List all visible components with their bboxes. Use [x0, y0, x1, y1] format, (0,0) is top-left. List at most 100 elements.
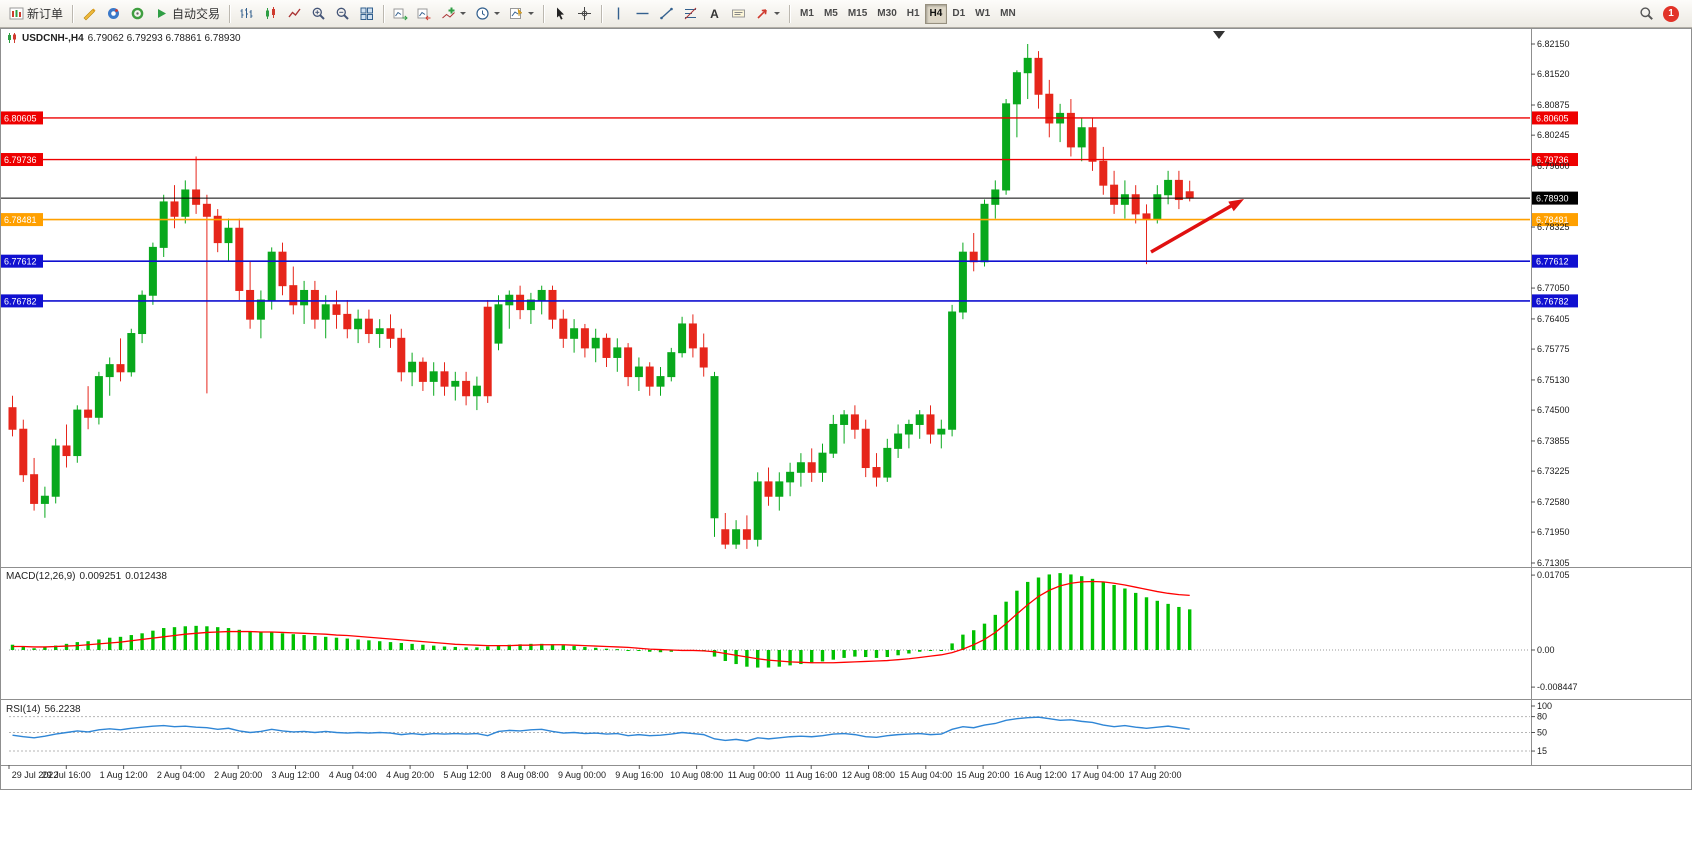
cursor-button[interactable] — [549, 3, 572, 25]
timeframe-button-M15[interactable]: M15 — [843, 4, 872, 24]
svg-text:11 Aug 16:00: 11 Aug 16:00 — [785, 770, 837, 780]
svg-text:4 Aug 20:00: 4 Aug 20:00 — [386, 770, 434, 780]
svg-text:12 Aug 08:00: 12 Aug 08:00 — [842, 770, 895, 780]
autotrading-button[interactable]: 自动交易 — [150, 3, 224, 25]
new-order-button[interactable]: 新订单 — [5, 3, 67, 25]
timeframe-button-M30[interactable]: M30 — [872, 4, 901, 24]
svg-text:6.80605: 6.80605 — [1536, 113, 1569, 123]
toolbar-separator — [601, 4, 603, 23]
svg-text:2 Aug 20:00: 2 Aug 20:00 — [214, 770, 262, 780]
bar-chart-button[interactable] — [235, 3, 258, 25]
crosshair-button[interactable] — [573, 3, 596, 25]
chart-mini-icon — [8, 33, 16, 43]
time-axis[interactable] — [8, 765, 1156, 769]
periods-button[interactable] — [471, 3, 504, 25]
svg-text:3 Aug 12:00: 3 Aug 12:00 — [271, 770, 319, 780]
sounds-icon — [131, 7, 144, 20]
svg-text:5 Aug 12:00: 5 Aug 12:00 — [443, 770, 491, 780]
svg-text:6.77050: 6.77050 — [1537, 283, 1570, 293]
new-order-label: 新订单 — [27, 7, 64, 21]
svg-text:-0.008447: -0.008447 — [1537, 682, 1578, 692]
timeframe-button-M1[interactable]: M1 — [795, 4, 819, 24]
toolbar-separator — [72, 4, 74, 23]
cursor-arrow-icon — [557, 7, 565, 20]
macd-signal-line — [12, 580, 1190, 664]
horizontal-line-icon — [636, 12, 649, 15]
dropdown-caret — [494, 12, 501, 15]
svg-text:6.75775: 6.75775 — [1537, 344, 1570, 354]
svg-text:6.78930: 6.78930 — [1536, 194, 1569, 204]
horizontal-line-button[interactable] — [631, 3, 654, 25]
community-button[interactable] — [102, 3, 125, 25]
bar-chart-icon — [240, 8, 253, 18]
notification-badge[interactable]: 1 — [1663, 5, 1679, 22]
timeframe-button-M5[interactable]: M5 — [819, 4, 843, 24]
chart-plot-area[interactable] — [1, 29, 1531, 765]
sounds-button[interactable] — [126, 3, 149, 25]
rsi-line — [12, 716, 1190, 742]
candlestick-chart-button[interactable] — [259, 3, 282, 25]
zoom-out-button[interactable] — [331, 3, 354, 25]
chart-title: USDCNH-,H4 6.79062 6.79293 6.78861 6.789… — [6, 32, 241, 44]
svg-text:A: A — [710, 7, 719, 21]
timeframe-button-MN[interactable]: MN — [995, 4, 1021, 24]
timeframe-button-W1[interactable]: W1 — [970, 4, 995, 24]
trend-arrow-annotation[interactable] — [1150, 199, 1244, 254]
right-price-badge — [1532, 213, 1578, 227]
search-button[interactable] — [1635, 3, 1658, 25]
left-price-badge — [1, 294, 43, 308]
toolbar-separator — [543, 4, 545, 23]
svg-text:6.80605: 6.80605 — [4, 113, 37, 123]
candlestick-chart-icon — [266, 7, 276, 19]
trendline-icon — [660, 7, 673, 20]
svg-text:15 Aug 20:00: 15 Aug 20:00 — [957, 770, 1010, 780]
macd-main-value: 0.009251 — [79, 571, 122, 582]
timeframe-toolbar: M1 M5 M15 M30 H1 H4 D1 W1 MN — [795, 3, 1021, 24]
svg-text:6.82150: 6.82150 — [1537, 39, 1570, 49]
svg-text:2 Aug 04:00: 2 Aug 04:00 — [157, 770, 205, 780]
dropdown-caret — [774, 12, 781, 15]
indicators-button[interactable] — [437, 3, 470, 25]
templates-button[interactable] — [505, 3, 538, 25]
text-button[interactable]: A — [703, 3, 726, 25]
svg-text:6.71305: 6.71305 — [1537, 558, 1570, 568]
chart-shift-button[interactable] — [413, 3, 436, 25]
svg-text:6.76782: 6.76782 — [4, 296, 37, 306]
svg-text:6.81520: 6.81520 — [1537, 69, 1570, 79]
chart-canvas[interactable]: 6.80605 6.80605 6.79736 6.79736 6.78481 6.784… — [1, 29, 1691, 789]
text-label-button[interactable] — [727, 3, 750, 25]
zoom-in-button[interactable] — [307, 3, 330, 25]
zoom-out-icon — [336, 7, 349, 20]
svg-text:6.76782: 6.76782 — [1536, 296, 1569, 306]
dropdown-caret — [528, 12, 535, 15]
autoscroll-button[interactable] — [389, 3, 412, 25]
chart-shift-marker[interactable] — [1213, 31, 1225, 39]
zoom-in-icon — [312, 7, 325, 20]
macd-histogram — [10, 573, 1192, 668]
fibonacci-button[interactable] — [679, 3, 702, 25]
trendline-button[interactable] — [655, 3, 678, 25]
vertical-line-button[interactable] — [607, 3, 630, 25]
templates-icon — [510, 8, 523, 19]
autoscroll-icon — [393, 8, 408, 21]
current-price-badge — [1532, 191, 1578, 205]
svg-text:6.73225: 6.73225 — [1537, 466, 1570, 476]
macd-name: MACD(12,26,9) — [6, 571, 76, 582]
tile-windows-button[interactable] — [355, 3, 378, 25]
svg-text:4 Aug 04:00: 4 Aug 04:00 — [329, 770, 377, 780]
macd-indicator-label: MACD(12,26,9) 0.009251 0.012438 — [6, 571, 167, 582]
timeframe-button-H4[interactable]: H4 — [924, 3, 948, 24]
line-chart-button[interactable] — [283, 3, 306, 25]
svg-text:6.78481: 6.78481 — [1536, 215, 1569, 225]
svg-text:0.01705: 0.01705 — [1537, 570, 1570, 580]
timeframe-button-H1[interactable]: H1 — [902, 4, 925, 24]
line-chart-icon — [288, 8, 301, 18]
indicators-icon — [442, 7, 455, 19]
price-axis-labels[interactable] — [1531, 43, 1535, 564]
text-icon: A — [710, 7, 719, 21]
arrows-button[interactable] — [751, 3, 784, 25]
timeframe-button-D1[interactable]: D1 — [947, 4, 970, 24]
text-label-icon — [732, 9, 746, 18]
svg-text:6.79736: 6.79736 — [1536, 155, 1569, 165]
metaeditor-button[interactable] — [78, 3, 101, 25]
